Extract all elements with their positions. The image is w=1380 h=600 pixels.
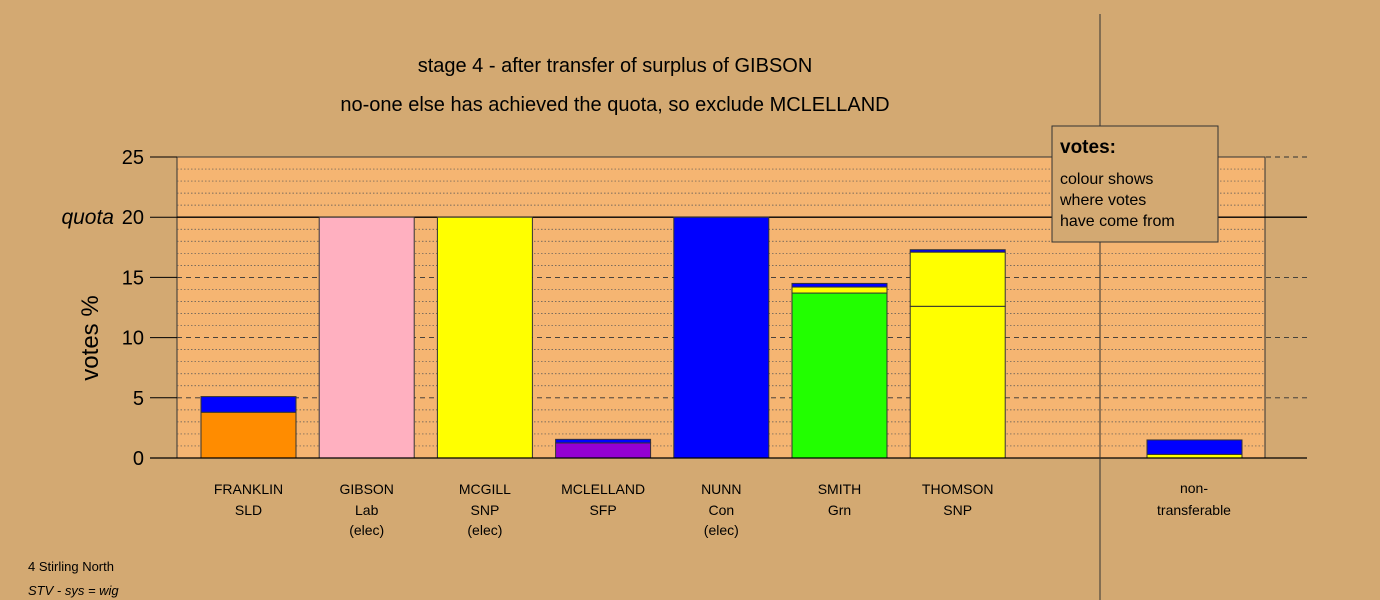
candidate-name-label: MCLELLAND (561, 481, 645, 497)
y-tick-label: 15 (122, 267, 144, 289)
candidate-name-label: SMITH (818, 481, 862, 497)
y-tick-label: 10 (122, 328, 144, 350)
bar-segment (555, 442, 652, 459)
y-tick-label: 20 (122, 207, 144, 229)
candidate-status-label: (elec) (704, 522, 739, 538)
candidate-party-label: SNP (943, 502, 972, 518)
legend-line: where votes (1059, 192, 1146, 209)
legend-box (1051, 125, 1219, 243)
chart-title: stage 4 - after transfer of surplus of G… (418, 55, 813, 77)
candidate-name-label: MCGILL (459, 481, 511, 497)
candidate-party-label: SNP (471, 502, 500, 518)
y-axis-label: votes % (77, 295, 104, 380)
system-caption: STV - sys = wig (28, 583, 119, 598)
nontransferable-label: non- (1180, 480, 1208, 496)
candidate-party-label: Grn (828, 502, 851, 518)
quota-label: quota (61, 206, 114, 229)
candidate-party-label: SLD (235, 502, 262, 518)
bar-segment (555, 438, 652, 444)
candidate-status-label: (elec) (467, 522, 502, 538)
chart-subtitle: no-one else has achieved the quota, so e… (340, 94, 889, 116)
bar-segment (909, 249, 1006, 253)
candidate-name-label: FRANKLIN (214, 481, 283, 497)
candidate-name-label: NUNN (701, 481, 741, 497)
bar-segment (200, 396, 297, 413)
candidate-status-label: (elec) (349, 522, 384, 538)
bar-segment (909, 305, 1006, 459)
y-tick-label: 5 (133, 388, 144, 410)
legend-line: have come from (1060, 213, 1175, 230)
candidate-name-label: GIBSON (339, 481, 393, 497)
candidate-party-label: SFP (589, 502, 616, 518)
bar-segment (791, 282, 888, 288)
bar-segment (909, 251, 1006, 307)
constituency-caption: 4 Stirling North (28, 559, 114, 574)
legend-line: colour shows (1060, 171, 1153, 188)
bar-segment (791, 292, 888, 459)
candidate-name-label: THOMSON (922, 481, 994, 497)
candidate-party-label: Con (708, 502, 734, 518)
nontransferable-label: transferable (1157, 502, 1231, 518)
bar-segment (318, 216, 415, 459)
nontransferable-segment (1146, 439, 1243, 455)
bar-segment (200, 411, 297, 459)
legend-title: votes: (1060, 137, 1116, 158)
bar-segment (791, 286, 888, 294)
bar-segment (436, 216, 533, 459)
y-tick-label: 0 (133, 448, 144, 470)
candidate-party-label: Lab (355, 502, 379, 518)
y-tick-label: 25 (122, 147, 144, 169)
bar-segment (673, 216, 770, 459)
